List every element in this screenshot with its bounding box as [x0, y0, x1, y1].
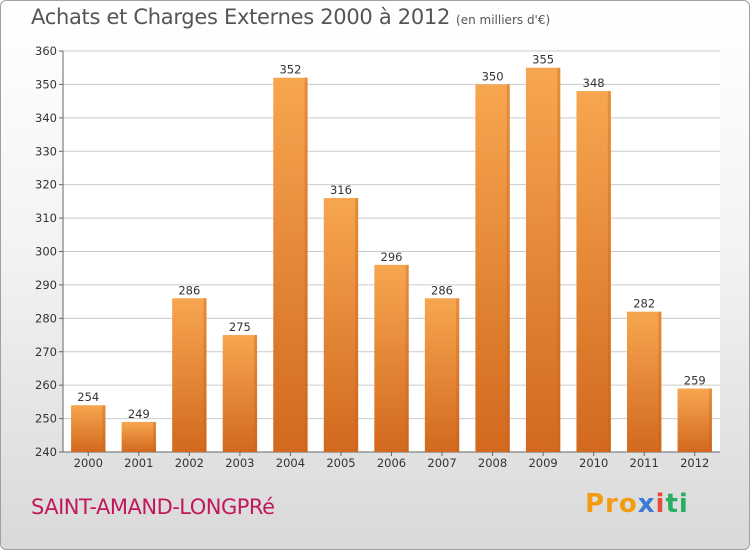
logo-part-2: x — [637, 489, 656, 519]
bar — [172, 298, 207, 452]
bar — [525, 67, 561, 452]
bar-value-label: 286 — [178, 283, 200, 297]
x-tick-label: 2008 — [478, 456, 507, 470]
chart-title: Achats et Charges Externes 2000 à 2012 (e… — [31, 5, 550, 29]
y-tick-label: 310 — [35, 211, 57, 225]
bar — [677, 388, 712, 452]
bar — [222, 335, 258, 452]
y-tick-label: 250 — [35, 412, 57, 426]
x-tick-label: 2001 — [124, 456, 153, 470]
y-tick-label: 360 — [35, 44, 57, 58]
x-tick-label: 2004 — [276, 456, 305, 470]
bar-shade — [456, 298, 460, 452]
bar — [121, 421, 156, 452]
x-tick-label: 2011 — [630, 456, 659, 470]
bar — [374, 264, 409, 452]
bar-shade — [304, 77, 308, 452]
x-tick-label: 2005 — [326, 456, 355, 470]
y-tick-label: 280 — [35, 311, 57, 325]
bar-value-label: 355 — [532, 53, 554, 67]
bar — [475, 84, 510, 453]
y-tick-label: 290 — [35, 278, 57, 292]
bar-shade — [203, 298, 207, 452]
logo-part-4: ti — [665, 489, 689, 519]
chart-title-text: Achats et Charges Externes 2000 à 2012 — [31, 5, 451, 29]
bar-value-label: 254 — [77, 390, 99, 404]
x-tick-label: 2006 — [377, 456, 406, 470]
bar-shade — [607, 91, 611, 452]
proxiti-logo: Proxiti — [585, 489, 689, 519]
chart-subtitle: (en milliers d'€) — [456, 13, 551, 27]
bar-shade — [405, 264, 409, 452]
bar-value-label: 259 — [684, 374, 706, 388]
x-tick-label: 2012 — [680, 456, 709, 470]
bar — [627, 311, 662, 452]
x-tick-label: 2000 — [74, 456, 103, 470]
x-tick-label: 2002 — [175, 456, 204, 470]
bar-shade — [254, 335, 258, 452]
bar-value-label: 296 — [381, 250, 403, 264]
bar-value-label: 286 — [431, 283, 453, 297]
bar-value-label: 282 — [633, 297, 655, 311]
bar — [273, 77, 308, 452]
bar-shade — [557, 67, 561, 452]
x-tick-label: 2010 — [579, 456, 608, 470]
y-tick-label: 240 — [35, 445, 57, 459]
bar-shade — [355, 198, 359, 452]
bar-shade — [152, 421, 156, 452]
logo-part-3: i — [655, 489, 666, 519]
bar — [71, 405, 106, 452]
bar — [323, 198, 359, 452]
y-tick-label: 330 — [35, 144, 57, 158]
y-tick-label: 320 — [35, 178, 57, 192]
bar-value-label: 316 — [330, 183, 352, 197]
bar-shade — [102, 405, 106, 452]
logo-part-1: Pro — [585, 489, 638, 519]
y-tick-label: 300 — [35, 245, 57, 259]
bar — [424, 298, 460, 452]
bar-value-label: 352 — [279, 63, 301, 77]
bar-value-label: 348 — [583, 76, 605, 90]
bar-value-label: 275 — [229, 320, 251, 334]
x-tick-label: 2009 — [528, 456, 557, 470]
commune-name: SAINT-AMAND-LONGPRé — [31, 495, 275, 519]
bar-value-label: 249 — [128, 407, 150, 421]
x-tick-label: 2007 — [427, 456, 456, 470]
x-tick-label: 2003 — [225, 456, 254, 470]
bar-shade — [708, 388, 712, 452]
y-tick-label: 260 — [35, 378, 57, 392]
y-tick-label: 270 — [35, 345, 57, 359]
bar — [576, 91, 611, 452]
bar-shade — [658, 311, 662, 452]
bar-shade — [506, 84, 510, 453]
y-tick-label: 340 — [35, 111, 57, 125]
y-tick-label: 350 — [35, 77, 57, 91]
bar-value-label: 350 — [482, 69, 504, 83]
